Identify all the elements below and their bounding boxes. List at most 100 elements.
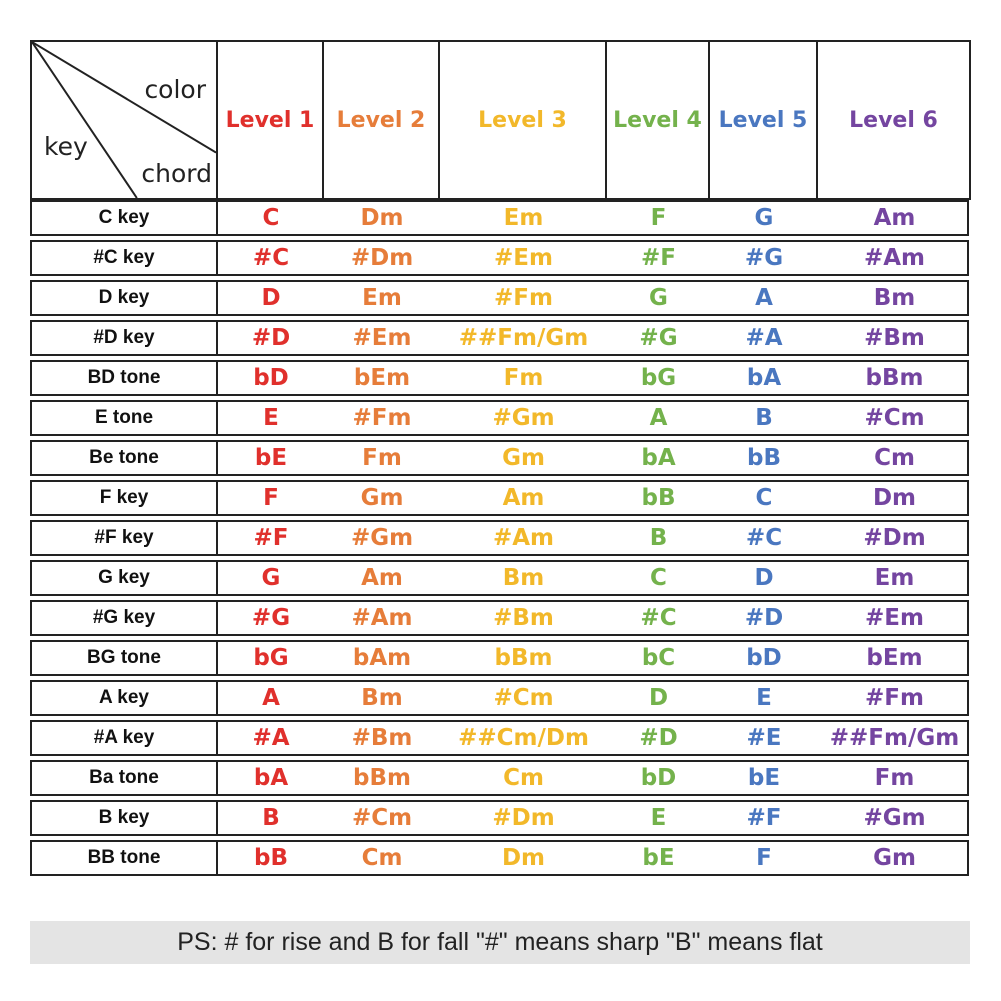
chord-cell-level-4: G [649,285,668,311]
chord-cell-level-1: bG [253,645,289,671]
chord-cell-level-5: #D [744,605,784,631]
chord-cell-level-1: #G [251,605,291,631]
table-row: #G key #G #Am #Bm #C #D #Em [30,600,969,636]
chord-cell-level-6: bBm [865,365,924,391]
chord-cell-level-6: Gm [873,845,916,871]
chord-cell-level-6: Bm [873,285,916,311]
chord-cell-level-4: #G [639,325,678,351]
key-name-cell: BG tone [32,642,218,674]
key-name-cell: #C key [32,242,218,274]
chord-cell-level-3: Bm [502,565,545,591]
key-name-cell: #A key [32,722,218,754]
chord-cell-level-6: #Bm [864,325,925,351]
chord-cell-level-6: bEm [866,645,923,671]
chord-cell-level-1: bD [253,365,289,391]
corner-header-cell: color key chord [30,40,218,200]
level-1-header: Level 1 [216,40,324,200]
chord-cell-level-4: bG [640,365,677,391]
table-row: A key A Bm #Cm D E #Fm [30,680,969,716]
chord-cell-level-2: Em [362,285,402,311]
corner-color-label: color [144,75,206,104]
table-row: BD tone bD bEm Fm bG bA bBm [30,360,969,396]
table-row: #D key #D #Em ##Fm/Gm #G #A #Bm [30,320,969,356]
key-name-cell: B key [32,802,218,834]
chord-cell-level-3: ##Cm/Dm [458,725,589,751]
chord-cell-level-2: bAm [352,645,412,671]
chord-cell-level-2: Bm [361,685,403,711]
chord-cell-level-6: Cm [874,445,915,471]
diagonal-lines [32,42,216,198]
key-name-cell: C key [32,202,218,234]
chord-cell-level-4: A [649,405,668,431]
chord-cell-level-2: bEm [353,365,411,391]
chord-cell-level-2: #Dm [350,245,414,271]
table-row: #C key #C #Dm #Em #F #G #Am [30,240,969,276]
table-row: G key G Am Bm C D Em [30,560,969,596]
corner-chord-label: chord [141,159,212,188]
chord-cell-level-2: #Am [351,605,413,631]
chord-cell-level-2: #Fm [352,405,412,431]
chord-cell-level-4: #F [641,245,676,271]
chord-cell-level-5: A [755,285,773,311]
chord-cell-level-3: Fm [503,365,544,391]
chord-cell-level-3: ##Fm/Gm [458,325,589,351]
table-row: #A key #A #Bm ##Cm/Dm #D #E ##Fm/Gm [30,720,969,756]
chord-cell-level-5: #F [746,805,782,831]
table-row: Be tone bE Fm Gm bA bB Cm [30,440,969,476]
chord-cell-level-5: bE [747,765,781,791]
chord-cell-level-4: bA [641,445,676,471]
key-name-cell: BB tone [32,842,218,874]
chord-cell-level-3: #Dm [492,805,555,831]
level-2-header: Level 2 [322,40,440,200]
chord-cell-level-3: #Em [494,245,553,271]
chord-cell-level-3: Gm [502,445,545,471]
chord-cell-level-1: B [262,805,280,831]
table-row: #F key #F #Gm #Am B #C #Dm [30,520,969,556]
chord-cell-level-5: B [755,405,773,431]
chord-cell-level-6: Em [874,565,915,591]
chord-cell-level-2: Am [361,565,403,591]
table-row: BG tone bG bAm bBm bC bD bEm [30,640,969,676]
chord-cell-level-1: G [261,565,281,591]
chord-cell-level-4: bC [641,645,676,671]
level-4-header: Level 4 [605,40,710,200]
table-row: D key D Em #Fm G A Bm [30,280,969,316]
chord-cell-level-4: bE [642,845,675,871]
chord-cell-level-3: #Bm [493,605,554,631]
chord-cell-level-4: #C [640,605,677,631]
chord-cell-level-5: D [754,565,774,591]
chord-cell-level-5: #E [746,725,782,751]
chord-cell-level-2: #Cm [351,805,413,831]
chord-cell-level-5: bB [747,445,781,471]
chord-cell-level-5: G [754,205,774,231]
chord-cell-level-2: Dm [360,205,404,231]
key-name-cell: Ba tone [32,762,218,794]
key-name-cell: D key [32,282,218,314]
chord-cell-level-3: Dm [501,845,546,871]
level-5-header: Level 5 [708,40,818,200]
chord-cell-level-4: C [650,565,667,591]
chord-cell-level-6: #Cm [864,405,925,431]
chord-cell-level-3: Cm [503,765,544,791]
table-row: E tone E #Fm #Gm A B #Cm [30,400,969,436]
chord-cell-level-5: E [756,685,772,711]
key-name-cell: #D key [32,322,218,354]
chord-cell-level-4: B [649,525,668,551]
chord-cell-level-1: #F [253,525,289,551]
chord-cell-level-5: #C [745,525,783,551]
chord-cell-level-3: Am [502,485,545,511]
key-name-cell: #F key [32,522,218,554]
key-name-cell: #G key [32,602,218,634]
chord-cell-level-3: #Fm [494,285,553,311]
key-name-cell: Be tone [32,442,218,474]
chord-cell-level-2: #Gm [350,525,414,551]
table-row: B key B #Cm #Dm E #F #Gm [30,800,969,836]
header-table: color key chord Level 1 Level 2 Level 3 … [30,40,971,200]
chord-cell-level-6: Am [873,205,916,231]
chord-cell-level-1: E [263,405,279,431]
chord-cell-level-6: #Am [863,245,926,271]
chord-cell-level-1: #C [252,245,290,271]
level-3-header: Level 3 [438,40,607,200]
chord-cell-level-3: bBm [494,645,553,671]
chord-cell-level-2: Gm [360,485,404,511]
